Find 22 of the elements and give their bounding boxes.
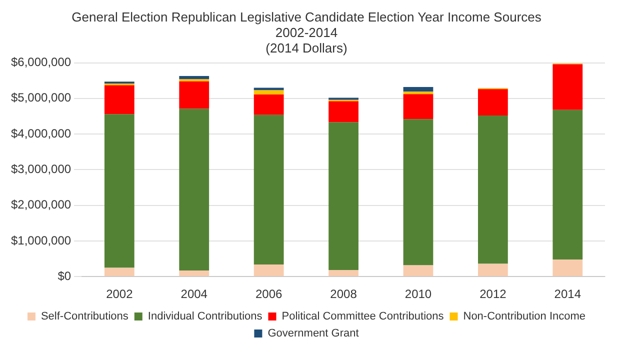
- y-tick-label: $2,000,000: [10, 198, 72, 212]
- chart-subtitle: 2002-2014: [275, 24, 338, 40]
- x-tick-label: 2014: [554, 287, 582, 302]
- x-tick-label: 2006: [255, 287, 282, 302]
- x-tick-label: 2010: [404, 287, 432, 302]
- y-tick-label: $5,000,000: [10, 90, 72, 105]
- y-tick-label: $1,000,000: [10, 233, 72, 248]
- y-tick-label: $6,000,000: [10, 55, 72, 70]
- legend-label: Non-Contribution Income: [463, 310, 586, 323]
- x-tick-label: 2002: [106, 287, 134, 302]
- y-tick-label: $0: [58, 268, 72, 283]
- legend-label: Government Grant: [268, 328, 359, 340]
- y-tick-label: $3,000,000: [10, 162, 72, 176]
- x-tick-label: 2004: [180, 287, 208, 302]
- legend-label: Political Committee Contributions: [282, 310, 444, 323]
- text: (2014 Dollars): [266, 40, 348, 56]
- x-tick-label: 2008: [330, 287, 358, 302]
- y-tick-label: $4,000,000: [10, 126, 72, 140]
- legend-label: Individual Contributions: [148, 310, 263, 323]
- x-tick-label: 2012: [480, 287, 507, 302]
- legend-label: Self-Contributions: [40, 310, 129, 323]
- chart-title: General Election Republican Legislative Candidate Election Year Income Sources: [72, 9, 542, 24]
